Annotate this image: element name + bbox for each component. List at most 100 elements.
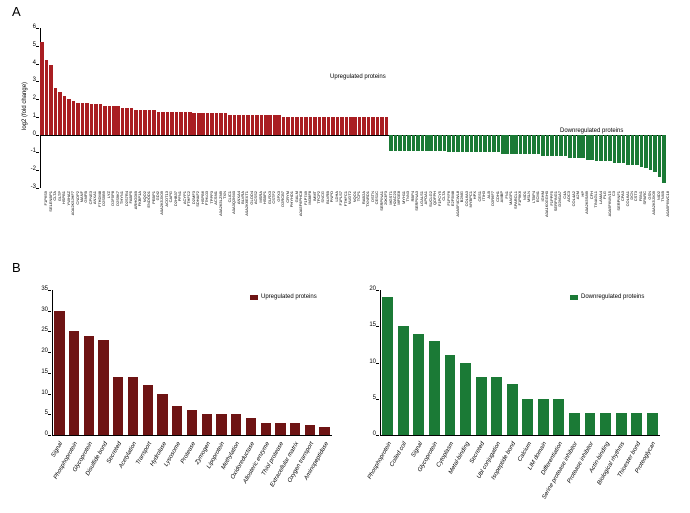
panel-b-letter: B [12, 260, 21, 275]
panel-a-bar [385, 117, 389, 135]
panel-a-bar [479, 135, 483, 153]
panel-b-xlabel: Secreted [469, 441, 486, 465]
panel-a-bar [143, 110, 147, 135]
panel-a-ylabel: log2 (fold change) [22, 82, 28, 130]
panel-a-bar [617, 135, 621, 163]
panel-a-bar [313, 117, 317, 135]
panel-a-ytick [36, 170, 39, 171]
panel-a-bar [116, 106, 120, 134]
panel-a-bar [251, 115, 255, 135]
panel-a-bar [434, 135, 438, 151]
panel-a-bar [224, 113, 228, 134]
panel-a-bar [130, 108, 134, 135]
panel-a-bar [184, 112, 188, 135]
panel-a-bar [152, 110, 156, 135]
panel-b-x-axis [380, 435, 660, 436]
panel-b-x-axis [52, 435, 332, 436]
panel-a-bar [112, 106, 116, 134]
panel-a-bar [345, 117, 349, 135]
panel-a-bar [380, 117, 384, 135]
panel-a-bar [273, 115, 277, 135]
panel-a-bar [631, 135, 635, 165]
panel-b-bar [445, 355, 456, 435]
panel-b-ytick-label: 10 [34, 390, 48, 396]
panel-a-bar [599, 135, 603, 162]
panel-a-bar [541, 135, 545, 156]
panel-a-bar [336, 117, 340, 135]
panel-b-xlabel: Phosphoprotein [367, 441, 393, 480]
panel-b-y-axis [52, 290, 53, 435]
panel-a-ytick [36, 46, 39, 47]
panel-b-bar [69, 331, 79, 435]
panel-a-bar [447, 135, 451, 153]
panel-b-left-legend: Upregulated proteins [250, 294, 317, 300]
panel-b-bar [585, 413, 596, 435]
panel-a-bar [523, 135, 527, 155]
panel-a-ytick-label: -2 [22, 166, 36, 172]
panel-a-bar [653, 135, 657, 172]
panel-a-bar [581, 135, 585, 158]
panel-a-bar [201, 113, 205, 134]
panel-b-ytick [48, 352, 51, 353]
panel-a-bar [649, 135, 653, 171]
panel-a-bar [170, 112, 174, 135]
panel-b-ytick-label: 15 [34, 369, 48, 375]
panel-a-bar [242, 115, 246, 135]
panel-a-bar [108, 106, 112, 134]
panel-a-bar [604, 135, 608, 162]
panel-b-bar [246, 418, 256, 435]
panel-b-ytick-label: 15 [362, 322, 376, 328]
panel-a-bar [58, 92, 62, 135]
panel-a-bar [398, 135, 402, 151]
panel-b-ytick-label: 0 [362, 431, 376, 437]
panel-a-bar [322, 117, 326, 135]
panel-a-bar [421, 135, 425, 151]
panel-a-ytick-label: 5 [22, 42, 36, 48]
panel-a-bar [497, 135, 501, 153]
panel-a-bar [573, 135, 577, 158]
panel-a-chart: -3-2-10123456F1P6S9SELENBP1CLTAGLTPHSPB1… [40, 28, 666, 188]
panel-a-bar [121, 108, 125, 135]
panel-b-bar [538, 399, 549, 435]
panel-a-ytick [36, 188, 39, 189]
panel-a-bar [658, 135, 662, 178]
panel-a-bar [501, 135, 505, 155]
panel-b-ytick [376, 399, 379, 400]
panel-a-ann-down: Downregulated proteins [560, 128, 623, 134]
panel-a-bar [277, 115, 281, 135]
panel-b-ytick-label: 0 [34, 431, 48, 437]
panel-a-bar [148, 110, 152, 135]
panel-a-bar [291, 117, 295, 135]
panel-b-bar [305, 425, 315, 435]
panel-b-bar [429, 341, 440, 435]
panel-a-bar [264, 115, 268, 135]
panel-a-bar [514, 135, 518, 155]
panel-b-bar [275, 423, 285, 435]
panel-a-bar [99, 104, 103, 134]
panel-b-bar [319, 427, 329, 435]
panel-a-bar [488, 135, 492, 153]
panel-a-bar [340, 117, 344, 135]
panel-b-ytick [376, 363, 379, 364]
panel-a-bar [608, 135, 612, 162]
panel-b-ytick-label: 10 [362, 359, 376, 365]
panel-b-ytick [376, 290, 379, 291]
panel-a-ytick-label: 4 [22, 60, 36, 66]
panel-a-bar [407, 135, 411, 151]
panel-b-bar [398, 326, 409, 435]
panel-b-bar [616, 413, 627, 435]
panel-b-ytick-label: 5 [34, 410, 48, 416]
panel-a-bar [72, 101, 76, 135]
panel-a-bar [590, 135, 594, 160]
panel-a-bar [125, 108, 129, 135]
panel-b-bar [476, 377, 487, 435]
legend-swatch-down [570, 295, 578, 300]
panel-a-bar [54, 88, 58, 134]
panel-a-bar [474, 135, 478, 153]
panel-a-bar [510, 135, 514, 155]
panel-a-bar [362, 117, 366, 135]
panel-a-ytick [36, 99, 39, 100]
panel-b-bar [600, 413, 611, 435]
panel-a-bar [349, 117, 353, 135]
panel-a-bar [179, 112, 183, 135]
